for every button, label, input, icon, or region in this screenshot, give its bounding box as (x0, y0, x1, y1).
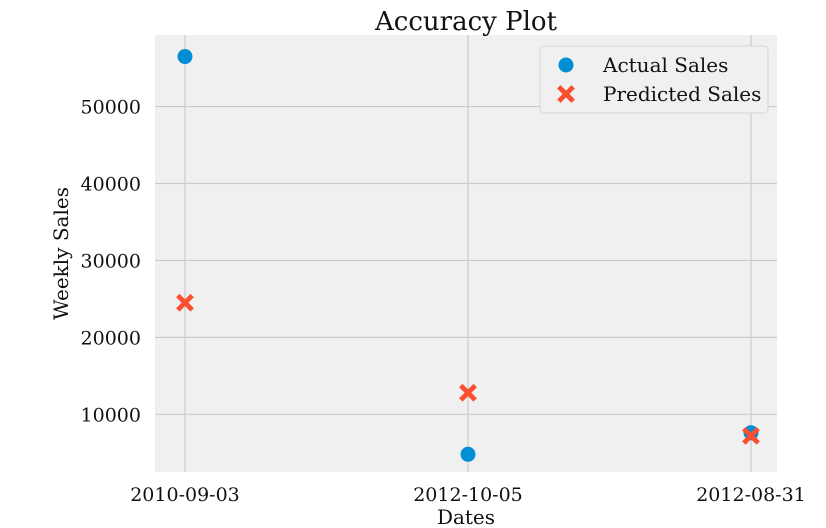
x-tick-labels: 2010-09-03 2012-10-05 2012-08-31 (130, 484, 806, 506)
actual-sales-point (460, 446, 476, 462)
legend-label: Actual Sales (602, 53, 728, 77)
x-tick-label: 2010-09-03 (130, 484, 240, 506)
y-tick-label: 20000 (81, 327, 141, 349)
legend-label: Predicted Sales (603, 82, 761, 106)
y-tick-labels: 10000 20000 30000 40000 50000 (81, 97, 141, 427)
predicted-sales-point (459, 383, 477, 402)
y-axis-label: Weekly Sales (49, 187, 73, 320)
predicted-sales-point (176, 293, 194, 312)
x-axis-label: Dates (437, 505, 495, 528)
predicted-sales-point (742, 426, 760, 445)
chart-title: Accuracy Plot (374, 7, 558, 37)
y-tick-label: 40000 (81, 173, 141, 195)
legend-x-marker (557, 85, 575, 103)
x-tick-label: 2012-08-31 (696, 484, 806, 506)
legend-circle-marker (558, 57, 574, 73)
y-tick-label: 30000 (81, 250, 141, 272)
actual-sales-point (177, 49, 193, 65)
x-tick-label: 2012-10-05 (413, 484, 523, 506)
data-points (176, 49, 760, 462)
legend: Actual Sales Predicted Sales (539, 45, 769, 114)
y-tick-label: 50000 (81, 97, 141, 119)
legend-box (539, 45, 769, 114)
y-gridlines (155, 105, 777, 415)
y-tick-label: 10000 (81, 404, 141, 426)
